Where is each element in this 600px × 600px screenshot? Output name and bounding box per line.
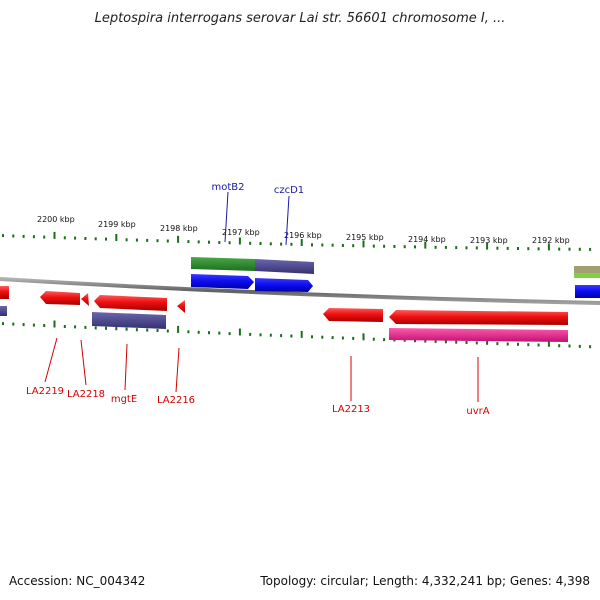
gene-LA2218[interactable] (81, 293, 89, 306)
gene-LA2219[interactable] (40, 291, 80, 305)
leader-LA2216 (175, 347, 180, 393)
gene-czcD1[interactable] (255, 278, 313, 292)
gene-left-edge-red[interactable] (0, 286, 9, 299)
reverse-genes (0, 286, 568, 325)
gene-forward-right-edge[interactable] (575, 285, 600, 298)
gene-uvrA[interactable] (389, 310, 568, 325)
gene-forward-left-edge[interactable] (0, 306, 7, 316)
gene-label-LA2216[interactable]: LA2216 (157, 395, 195, 406)
leader-mgtE (124, 343, 128, 391)
feature-bar-olive[interactable] (574, 266, 600, 273)
scale-ticks-top (2, 231, 592, 251)
tick-label-2197: 2197 kbp (222, 228, 260, 237)
tick-label-2199: 2199 kbp (98, 220, 136, 229)
gene-label-LA2218[interactable]: LA2218 (67, 389, 105, 400)
gene-label-uvrA[interactable]: uvrA (466, 406, 489, 417)
chromosome-backbone (0, 277, 600, 305)
gene-label-motB2[interactable]: motB2 (211, 182, 244, 193)
tick-label-2194: 2194 kbp (408, 235, 446, 244)
gene-LA2213[interactable] (323, 308, 383, 322)
leader-czcD1 (285, 195, 290, 246)
accession-text: Accession: NC_004342 (9, 574, 146, 588)
tick-label-2193: 2193 kbp (470, 236, 508, 245)
feature-track-bottom (92, 312, 568, 342)
tick-label-2192: 2192 kbp (532, 236, 570, 245)
feature-bar-purple-bottom[interactable] (92, 312, 166, 329)
feature-bar-green[interactable] (191, 257, 255, 271)
leader-LA2219 (44, 337, 58, 383)
gene-mgtE[interactable] (94, 295, 167, 311)
tick-label-2196: 2196 kbp (284, 231, 322, 240)
gene-label-LA2213[interactable]: LA2213 (332, 404, 370, 415)
feature-bar-purple[interactable] (255, 259, 314, 274)
forward-genes (0, 274, 600, 316)
gene-motB2[interactable] (191, 274, 254, 289)
feature-bar-magenta[interactable] (389, 328, 568, 342)
feature-bar-lime[interactable] (574, 273, 600, 278)
tick-label-2195: 2195 kbp (346, 233, 384, 242)
map-title: Leptospira interrogans serovar Lai str. … (95, 11, 506, 26)
label-leaders (44, 191, 479, 402)
gene-label-mgtE[interactable]: mgtE (111, 394, 137, 405)
gene-label-LA2219[interactable]: LA2219 (26, 386, 64, 397)
kbp-tick-labels: 2200 kbp 2199 kbp 2198 kbp 2197 kbp 2196… (37, 215, 570, 245)
gene-label-czcD1[interactable]: czcD1 (274, 185, 304, 196)
tick-label-2198: 2198 kbp (160, 224, 198, 233)
gene-LA2216[interactable] (177, 300, 185, 313)
topology-text: Topology: circular; Length: 4,332,241 bp… (260, 574, 590, 588)
tick-label-2200: 2200 kbp (37, 215, 75, 224)
leader-motB2 (224, 191, 229, 243)
feature-track-top (191, 257, 600, 278)
leader-LA2218 (80, 339, 87, 386)
